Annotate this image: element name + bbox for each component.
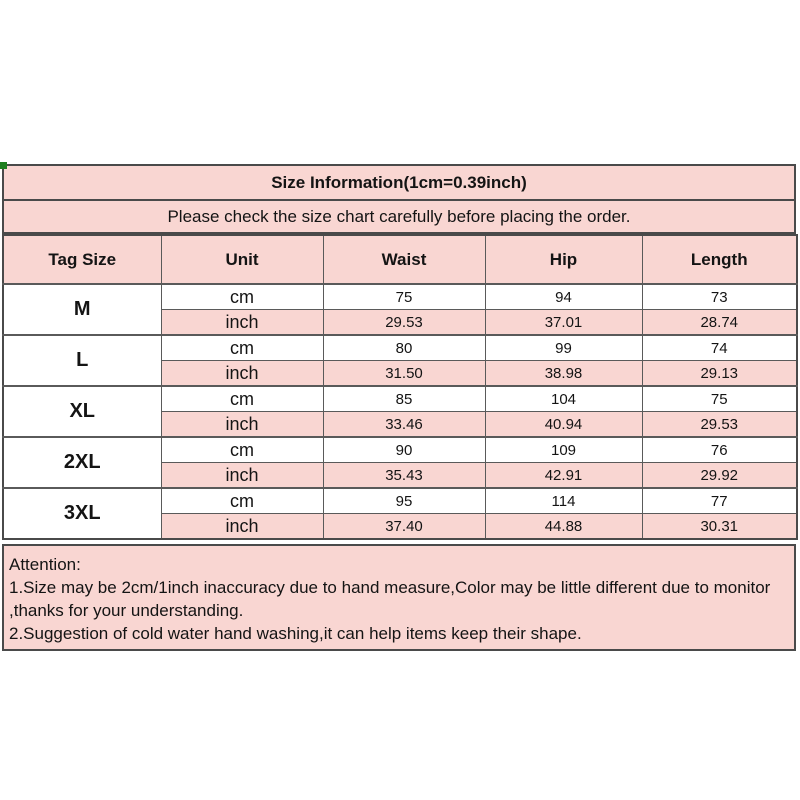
measure-cell-waist: 75 <box>322 283 486 310</box>
measure-cell-waist: 33.46 <box>322 411 486 438</box>
measure-cell-waist: 37.40 <box>322 513 486 540</box>
unit-cell-inch: inch <box>160 462 324 489</box>
measure-cell-hip: 94 <box>484 283 643 310</box>
column-header-hip: Hip <box>484 234 643 285</box>
attention-note: Attention: 1.Size may be 2cm/1inch inacc… <box>2 544 796 651</box>
green-corner-artifact <box>0 162 7 169</box>
unit-cell-cm: cm <box>160 487 324 514</box>
measure-cell-length: 75 <box>641 385 798 412</box>
table-row-m-cm: M cm 75 94 73 <box>2 283 798 336</box>
measure-cell-hip: 40.94 <box>484 411 643 438</box>
table-row-xl-cm: XL cm 85 104 75 <box>2 385 798 438</box>
measure-cell-length: 29.13 <box>641 360 798 387</box>
measure-cell-length: 77 <box>641 487 798 514</box>
measure-cell-waist: 95 <box>322 487 486 514</box>
measure-cell-hip: 104 <box>484 385 643 412</box>
measure-cell-hip: 44.88 <box>484 513 643 540</box>
table-row-l-cm: L cm 80 99 74 <box>2 334 798 387</box>
size-chart-notice: Please check the size chart carefully be… <box>2 201 796 234</box>
unit-cell-cm: cm <box>160 436 324 463</box>
measure-cell-length: 73 <box>641 283 798 310</box>
measure-cell-waist: 35.43 <box>322 462 486 489</box>
attention-heading: Attention: <box>9 555 81 574</box>
measure-cell-hip: 114 <box>484 487 643 514</box>
measure-cell-length: 29.92 <box>641 462 798 489</box>
unit-cell-cm: cm <box>160 385 324 412</box>
measure-cell-waist: 90 <box>322 436 486 463</box>
measure-cell-waist: 31.50 <box>322 360 486 387</box>
unit-cell-cm: cm <box>160 334 324 361</box>
column-header-waist: Waist <box>322 234 486 285</box>
size-label-2xl: 2XL <box>2 436 162 489</box>
size-label-l: L <box>2 334 162 387</box>
size-table-header-row: Tag Size Unit Waist Hip Length <box>2 234 798 285</box>
unit-cell-inch: inch <box>160 360 324 387</box>
table-row-2xl-cm: 2XL cm 90 109 76 <box>2 436 798 489</box>
size-label-m: M <box>2 283 162 336</box>
measure-cell-waist: 29.53 <box>322 309 486 336</box>
measure-cell-waist: 80 <box>322 334 486 361</box>
size-label-xl: XL <box>2 385 162 438</box>
measure-cell-length: 29.53 <box>641 411 798 438</box>
measure-cell-hip: 42.91 <box>484 462 643 489</box>
unit-cell-inch: inch <box>160 309 324 336</box>
measure-cell-hip: 109 <box>484 436 643 463</box>
column-header-tag-size: Tag Size <box>2 234 162 285</box>
table-row-m-inch: inch 29.53 37.01 28.74 <box>3 309 798 336</box>
unit-cell-cm: cm <box>160 283 324 310</box>
measure-cell-hip: 99 <box>484 334 643 361</box>
measure-cell-length: 28.74 <box>641 309 798 336</box>
measure-cell-length: 74 <box>641 334 798 361</box>
unit-cell-inch: inch <box>160 513 324 540</box>
measure-cell-hip: 38.98 <box>484 360 643 387</box>
attention-line-1: 1.Size may be 2cm/1inch inaccuracy due t… <box>9 578 771 597</box>
column-header-length: Length <box>641 234 798 285</box>
measure-cell-waist: 85 <box>322 385 486 412</box>
size-chart-sheet: Size Information(1cm=0.39inch) Please ch… <box>2 164 798 651</box>
measure-cell-hip: 37.01 <box>484 309 643 336</box>
column-header-unit: Unit <box>160 234 324 285</box>
size-info-title: Size Information(1cm=0.39inch) <box>2 164 796 201</box>
size-table: Tag Size Unit Waist Hip Length M cm 75 9… <box>2 234 798 540</box>
table-row-3xl-cm: 3XL cm 95 114 77 <box>2 487 798 540</box>
unit-cell-inch: inch <box>160 411 324 438</box>
measure-cell-length: 30.31 <box>641 513 798 540</box>
attention-line-2: ,thanks for your understanding. <box>9 601 244 620</box>
measure-cell-length: 76 <box>641 436 798 463</box>
attention-line-3: 2.Suggestion of cold water hand washing,… <box>9 624 582 643</box>
size-label-3xl: 3XL <box>2 487 162 540</box>
